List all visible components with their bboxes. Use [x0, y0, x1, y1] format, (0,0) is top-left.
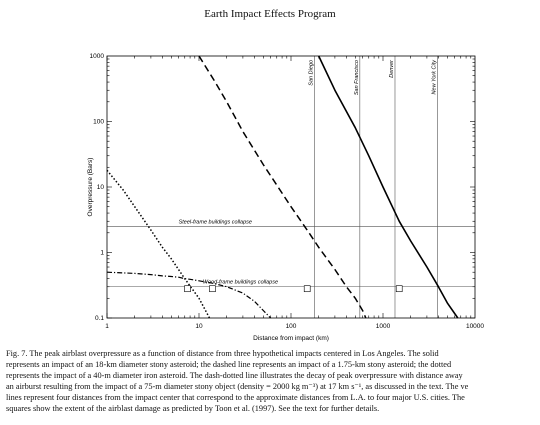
page-title: Earth Impact Effects Program [204, 8, 336, 20]
dashed-series-line [198, 55, 367, 319]
x-tick-label: 100 [286, 323, 297, 330]
caption-line: an airburst resulting from the impact of… [6, 381, 469, 391]
solid-series-line [317, 55, 459, 319]
damage-square-marker [395, 285, 403, 293]
y-tick-label: 100 [93, 119, 104, 126]
figure-caption: Fig. 7. The peak airblast overpressure a… [6, 349, 540, 414]
threshold-label: Steel-frame buildings collapse [179, 219, 252, 225]
damage-squares [184, 285, 403, 293]
x-tick-label: 10 [195, 323, 203, 330]
city-label: Denver [389, 59, 395, 78]
x-tick-label: 1 [105, 323, 109, 330]
dash-dot-series-line [106, 271, 272, 319]
damage-square-marker [303, 285, 311, 293]
y-tick-label: 1 [100, 250, 104, 257]
x-axis-label: Distance from impact (km) [253, 335, 329, 342]
x-tick-label: 1000 [376, 323, 391, 330]
city-label: New York City [431, 59, 437, 95]
caption-line: squares show the extent of the airblast … [6, 403, 380, 413]
reference-lines: Steel-frame buildings collapse Wood-frame… [107, 56, 475, 318]
caption-line: Fig. 7. The peak airblast overpressure a… [6, 349, 439, 358]
caption-line: represents an impact of an 18-km diamete… [6, 359, 452, 369]
plot-frame [106, 55, 476, 319]
damage-square-marker [209, 285, 216, 293]
x-tick-label: 10000 [466, 323, 484, 330]
chart-series [106, 55, 459, 319]
damage-square-marker [184, 285, 191, 293]
dotted-series-line [106, 169, 211, 319]
threshold-label: Wood-frame buildings collapse [203, 280, 278, 286]
y-tick-label: 1000 [90, 53, 105, 60]
y-axis-label: Overpressure (Bars) [87, 158, 94, 217]
y-tick-label: 0.1 [95, 315, 104, 322]
city-label: San Francisco [354, 60, 360, 95]
y-tick-label: 10 [97, 184, 105, 191]
overpressure-chart: Steel-frame buildings collapse Wood-frame… [87, 53, 485, 342]
city-label: San Diego [308, 60, 314, 86]
caption-line: represents the impact of a 40-m diameter… [6, 370, 463, 380]
caption-line: lines represent four distances from the … [6, 392, 465, 402]
